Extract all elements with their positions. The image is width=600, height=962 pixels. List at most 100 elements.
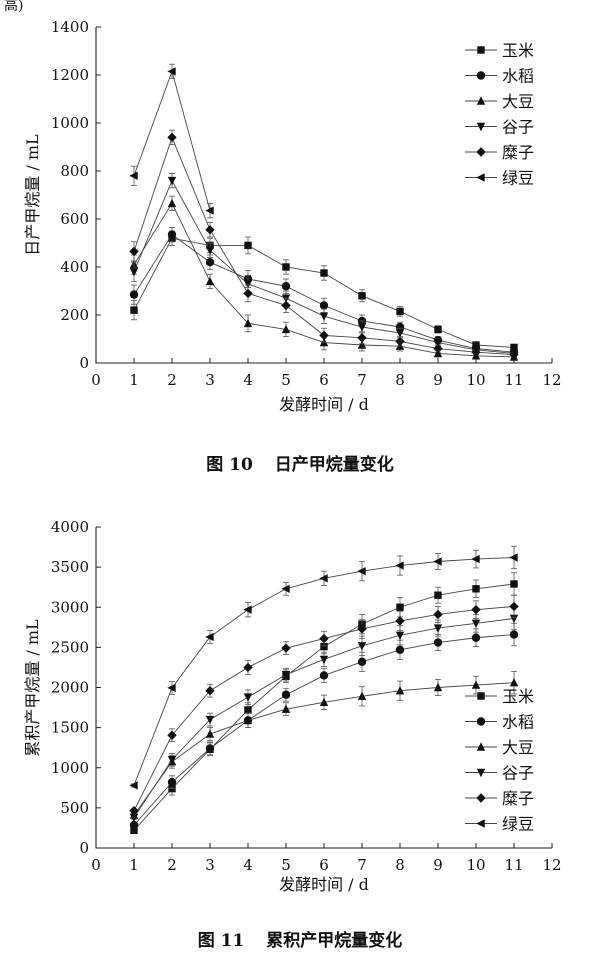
data-point — [357, 340, 367, 349]
data-point — [471, 554, 480, 564]
data-point — [205, 686, 215, 696]
y-tick-label: 2000 — [51, 679, 89, 697]
y-tick-label: 0 — [79, 354, 89, 372]
series-大豆 — [129, 671, 519, 819]
data-point — [319, 633, 329, 644]
data-point — [357, 642, 367, 651]
data-point — [471, 347, 481, 357]
legend-label: 水稻 — [502, 67, 534, 86]
y-tick-label: 1200 — [51, 66, 89, 84]
x-tick-label: 3 — [205, 371, 215, 389]
x-axis-title: 发酵时间 / d — [279, 875, 369, 894]
chart-cumulative-methane: 0 1 2 3 4 5 6 7 8 9 10 11 12050010001500200025003000… — [23, 518, 562, 894]
chart-daily-methane: 0 1 2 3 4 5 6 7 8 9 10 11 12020040060080010001200140… — [23, 18, 562, 414]
y-tick-label: 2500 — [51, 638, 89, 656]
x-tick-label: 10 — [466, 856, 485, 874]
data-point — [434, 591, 442, 599]
data-point — [205, 225, 215, 235]
legend-item: 绿豆 — [465, 169, 534, 188]
page-header: 高) — [4, 0, 23, 14]
data-point — [319, 574, 328, 583]
y-tick-label: 0 — [79, 839, 89, 857]
legend-marker — [476, 71, 486, 80]
legend-item: 谷子 — [465, 118, 534, 137]
legend-marker — [476, 768, 486, 778]
legend-marker — [476, 147, 486, 157]
data-point — [395, 686, 405, 695]
x-tick-label: 4 — [243, 856, 253, 874]
legend-item: 绿豆 — [465, 815, 534, 834]
caption-title: 日产甲烷量变化 — [275, 454, 394, 475]
data-point — [130, 306, 138, 314]
legend-label: 谷子 — [502, 118, 534, 137]
data-point — [319, 697, 329, 707]
data-point — [510, 580, 518, 588]
y-tick-label: 600 — [60, 210, 89, 228]
legend-item: 糜子 — [465, 143, 534, 162]
data-point — [281, 690, 291, 699]
data-point — [395, 631, 405, 641]
x-tick-label: 7 — [357, 856, 367, 874]
data-point — [129, 820, 139, 830]
legend-label: 糜子 — [502, 789, 534, 808]
data-point — [244, 706, 252, 714]
x-tick-label: 6 — [319, 856, 329, 874]
data-point — [129, 268, 139, 277]
data-point — [167, 730, 177, 740]
legend-marker — [476, 819, 485, 828]
data-point — [357, 624, 367, 634]
data-point — [167, 777, 177, 787]
data-point — [167, 683, 176, 693]
data-point — [395, 329, 405, 338]
data-point — [167, 756, 177, 765]
series-绿豆 — [129, 545, 518, 790]
data-point — [471, 619, 481, 628]
legend-marker — [476, 717, 486, 726]
series-绿豆 — [129, 63, 214, 219]
data-point — [471, 633, 481, 642]
x-tick-label: 2 — [167, 371, 177, 389]
data-point — [205, 246, 215, 255]
x-tick-label: 8 — [395, 856, 405, 874]
data-point — [319, 330, 329, 341]
y-axis-title: 日产甲烷量 / mL — [23, 134, 42, 256]
data-point — [281, 584, 290, 593]
data-point — [357, 657, 367, 667]
data-point — [129, 171, 138, 180]
x-tick-label: 5 — [281, 856, 291, 874]
data-point — [167, 198, 177, 208]
data-point — [433, 343, 443, 354]
data-point — [243, 715, 253, 725]
data-point — [396, 603, 404, 611]
caption-title: 累积产甲烷量变化 — [266, 930, 402, 951]
y-tick-label: 400 — [60, 258, 89, 276]
caption-number: 图 10 — [206, 455, 253, 475]
legend-marker — [476, 742, 486, 751]
data-point — [472, 585, 480, 593]
data-point — [167, 132, 177, 143]
data-point — [433, 609, 443, 620]
caption-figure-11: 图 11 累积产甲烷量变化 — [198, 930, 403, 951]
data-point — [509, 630, 519, 639]
data-point — [281, 324, 291, 334]
data-point — [129, 290, 139, 299]
data-point — [243, 288, 253, 299]
data-point — [243, 693, 253, 702]
data-point — [395, 561, 404, 570]
y-tick-label: 1000 — [51, 759, 89, 777]
data-point — [509, 677, 519, 687]
y-tick-label: 200 — [60, 306, 89, 324]
legend-marker — [477, 692, 485, 700]
legend-item: 谷子 — [465, 764, 534, 783]
data-point — [396, 307, 404, 316]
x-tick-label: 0 — [91, 856, 101, 874]
data-point — [395, 322, 405, 332]
y-tick-label: 1500 — [51, 719, 89, 737]
data-point — [205, 729, 215, 738]
data-point — [509, 349, 519, 360]
data-point — [320, 642, 328, 651]
data-point — [243, 662, 253, 673]
